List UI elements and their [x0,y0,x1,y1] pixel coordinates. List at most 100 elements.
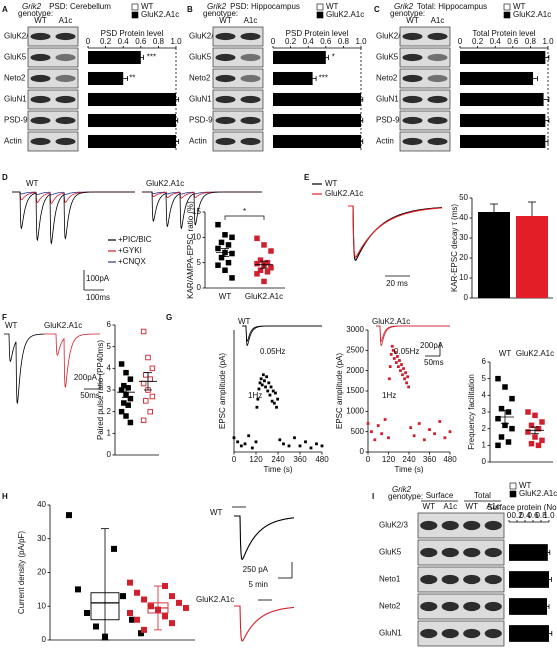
blot-band [420,574,438,585]
axis-title: Frequency facilitation [467,374,476,450]
bar [509,544,548,561]
data-point [293,436,296,440]
data-point [395,355,399,358]
panel-letter: A [2,5,8,14]
blot-band [30,116,51,125]
x-tick-label: 0.2 [511,511,523,520]
blot-band [55,137,76,146]
y-tick-label: 500 [351,427,365,436]
data-point [256,397,260,401]
blot-band [55,95,76,104]
lane-label: WT [466,502,479,511]
x-tick-label: 1.0 [543,511,555,520]
row-label: GluK5 [4,53,27,62]
row-label: GluK5 [376,53,399,62]
blot-band [240,74,261,83]
x-tick-label: 480 [443,455,457,464]
panel-title: Total: Hippocampus [417,2,487,11]
trace [242,325,322,342]
blot-band [420,547,438,558]
x-tick-label: 0.4 [490,37,502,46]
y-tick-label: 1500 [346,386,364,395]
axis-title: KAR/AMPA-EPSC ratio (%) [186,201,195,299]
data-point [404,371,407,375]
data-point [448,430,452,434]
legend-label: +GYKI [118,246,142,255]
legend-label: WT [519,481,532,490]
blot-band [402,53,423,62]
trace [12,191,135,204]
row-label: Neto2 [4,74,26,83]
data-point [298,444,302,448]
data-point [274,391,277,395]
data-point [125,385,131,391]
genotype-label: Grik2 [207,2,227,11]
blot-row [212,47,264,68]
bar [516,216,548,298]
data-point [229,234,235,241]
data-point [254,260,260,267]
data-point [528,422,535,429]
data-point [260,383,264,387]
lane-label: A1c [486,502,500,511]
row-label: GluK2/3 [189,32,218,41]
blot-row [27,47,79,68]
row-label: GluN1 [4,95,27,104]
data-point [123,369,129,376]
trace [44,333,100,389]
blot-band [427,74,448,83]
data-point [390,344,394,348]
blot-band [240,116,261,125]
row-label: Actin [4,137,22,146]
data-point [495,442,501,449]
data-point [309,446,313,450]
panel-letter: C [374,5,380,14]
legend-swatch [316,3,324,11]
panel-letter: H [2,492,8,501]
row-label: Neto1 [379,575,401,584]
x-tick-label: 0.8 [153,37,165,46]
blot-band [30,74,51,83]
data-point [102,633,108,640]
data-point [509,395,515,402]
row-label: GluK2/3 [4,32,33,41]
axis-title: Current density (pA/pF) [17,531,26,614]
data-point [127,395,134,402]
panel-letter: I [372,492,374,501]
x-tick-label: 0 [458,37,463,46]
data-point [383,418,387,421]
x-tick-label: 0 [86,37,91,46]
data-point [498,434,505,440]
bar [460,71,534,86]
data-point [127,579,133,586]
data-point [218,239,225,246]
axis-title: PSD Protein level [286,29,349,38]
bar [88,71,124,86]
row-label: GluK5 [189,53,212,62]
trace-label: WT [5,321,18,330]
legend-swatch [503,3,511,11]
legend-swatch [131,3,139,11]
data-point [257,257,264,263]
panel-letter: B [187,5,193,14]
legend-label: GluK2.A1c [326,10,364,19]
x-tick-label: 0.2 [472,37,484,46]
data-point [127,376,134,382]
x-tick-label: 120 [382,455,396,464]
bar [273,113,361,128]
data-point [270,399,274,403]
data-point [403,377,406,381]
data-point [149,365,156,372]
data-point [140,380,147,387]
data-point [502,384,508,390]
data-point [261,373,265,377]
blot-row [212,110,264,131]
annotation: 0.05Hz [260,347,285,356]
y-tick-label: 0 [360,447,365,456]
data-point [129,616,135,623]
x-tick-label: 0.2 [285,37,297,46]
data-point [399,369,402,373]
blot-band [215,53,236,62]
data-point [505,409,512,415]
